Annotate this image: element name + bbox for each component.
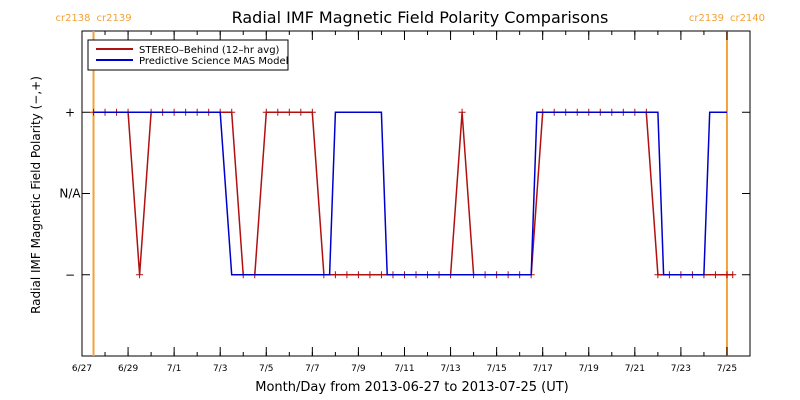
x-tick-label-13: 7/23 (671, 364, 691, 374)
carrington-markers: cr2138 cr2139 cr2139 cr2140 (55, 13, 765, 356)
carrington-left-label-0: cr2138 (55, 13, 90, 24)
x-tick-label-5: 7/7 (305, 364, 319, 374)
x-tick-label-10: 7/17 (533, 364, 553, 374)
chart-title: Radial IMF Magnetic Field Polarity Compa… (232, 8, 609, 27)
carrington-right-label-0: cr2139 (97, 13, 132, 24)
series-0-point-19 (308, 108, 316, 116)
y-tick-label-2: − (65, 268, 75, 282)
y-tick-label-1: N/A (59, 187, 81, 201)
y-axis: + N/A − (59, 105, 750, 282)
plot-frame (81, 30, 751, 357)
series-0-point-18 (297, 108, 305, 116)
legend: STEREO–Behind (12–hr avg) Predictive Sci… (87, 39, 289, 71)
x-tick-label-6: 7/9 (351, 364, 366, 374)
legend-box (87, 39, 289, 71)
series-0-point-54 (711, 271, 719, 279)
series-0-point-16 (274, 108, 282, 116)
series-0-point-21 (331, 271, 339, 279)
series-0-point-32 (458, 108, 466, 116)
series-0-point-25 (377, 271, 385, 279)
x-tick-label-3: 7/3 (213, 364, 227, 374)
x-tick-label-14: 7/25 (717, 364, 737, 374)
series-0-point-12 (228, 108, 236, 116)
carrington-right-label-1: cr2140 (730, 13, 765, 24)
legend-label-mas-model: Predictive Science MAS Model (139, 56, 288, 67)
x-tick-label-7: 7/11 (394, 364, 414, 374)
series-0-point-23 (354, 271, 362, 279)
legend-label-stereo: STEREO–Behind (12–hr avg) (139, 45, 280, 56)
x-tick-label-4: 7/5 (259, 364, 273, 374)
series-0-point-22 (343, 271, 351, 279)
x-tick-label-9: 7/15 (487, 364, 507, 374)
series-0-point-4 (136, 271, 144, 279)
series-0-point-56 (729, 271, 737, 279)
x-tick-label-1: 6/29 (118, 364, 138, 374)
series-line-0 (93, 111, 733, 276)
x-tick-label-11: 7/19 (579, 364, 599, 374)
x-tick-label-0: 6/27 (72, 364, 92, 374)
x-tick-label-2: 7/1 (167, 364, 181, 374)
series-0-point-24 (366, 271, 374, 279)
x-axis-label: Month/Day from 2013-06-27 to 2013-07-25 … (255, 380, 568, 395)
series-layer (90, 108, 737, 279)
series-line-1 (93, 111, 727, 276)
carrington-left-label-1: cr2139 (689, 13, 724, 24)
x-tick-label-8: 7/13 (440, 364, 460, 374)
y-axis-label: Radial IMF Magnetic Field Polarity (−,+) (29, 76, 43, 314)
x-axis: 6/27 6/29 7/1 7/3 7/5 7/7 7/9 7/11 7/13 7/15 7/17 7… (72, 31, 751, 374)
series-0-point-15 (262, 108, 270, 116)
y-tick-label-0: + (65, 105, 75, 119)
series-0-point-49 (654, 271, 662, 279)
x-tick-label-12: 7/21 (625, 364, 645, 374)
series-0-point-17 (285, 108, 293, 116)
